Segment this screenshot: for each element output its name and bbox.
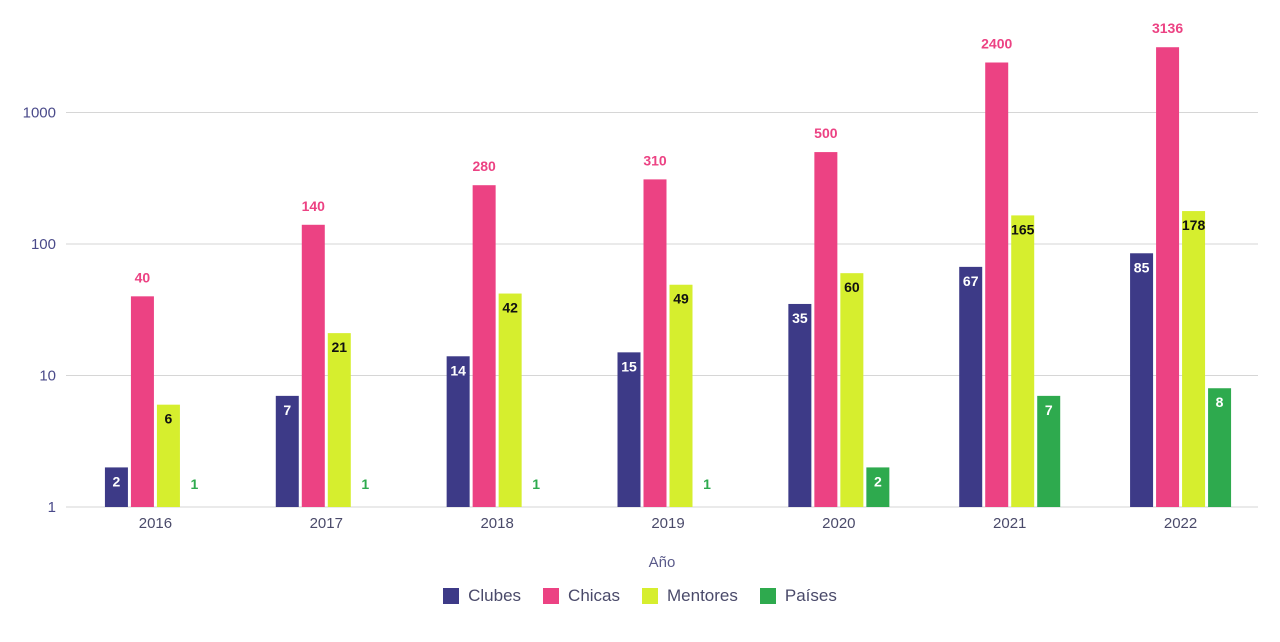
data-label: 1 [191, 476, 199, 492]
bar-mentores [498, 293, 522, 507]
legend-swatch [543, 588, 560, 604]
bar-mentores [1011, 215, 1035, 507]
legend-swatch [759, 588, 776, 604]
data-label: 3136 [1152, 20, 1183, 36]
data-label: 85 [1134, 259, 1150, 275]
data-label: 49 [673, 291, 689, 307]
bar-países [1037, 395, 1061, 507]
data-label: 7 [283, 402, 291, 418]
bar-clubes [959, 266, 983, 507]
data-label: 1 [532, 476, 540, 492]
legend-item-clubes[interactable]: Clubes [443, 586, 521, 606]
x-axis-ticks: 2016 2017 2018 2019 2020 2021 2022 [139, 515, 1198, 532]
bar-países [866, 467, 890, 507]
data-label: 15 [621, 358, 637, 374]
data-label: 2 [113, 473, 121, 489]
bar-chicas [985, 62, 1009, 507]
data-label: 21 [331, 339, 347, 355]
data-label: 2400 [981, 36, 1012, 52]
y-tick-label: 1000 [23, 105, 56, 122]
bar-clubes [617, 352, 641, 507]
x-tick-label: 2017 [310, 515, 343, 532]
data-label: 500 [814, 125, 838, 141]
data-label: 1 [361, 476, 369, 492]
legend-item-mentores[interactable]: Mentores [642, 586, 738, 606]
bar-mentores [669, 284, 693, 507]
bar-mentores [1182, 211, 1206, 507]
y-tick-label: 1 [48, 499, 56, 516]
bar-clubes [788, 303, 812, 507]
data-label: 140 [302, 198, 326, 214]
legend-label: Chicas [568, 586, 621, 605]
legend-label: Mentores [667, 586, 738, 605]
data-label: 165 [1011, 221, 1035, 237]
data-label: 60 [844, 279, 860, 295]
data-label: 8 [1216, 394, 1224, 410]
bar-mentores [840, 273, 864, 507]
legend: Clubes Chicas Mentores Países [0, 586, 1280, 606]
data-label: 310 [643, 152, 667, 168]
y-tick-label: 10 [39, 368, 56, 385]
legend-item-chicas[interactable]: Chicas [543, 586, 620, 606]
bar-mentores [327, 333, 351, 507]
bar-mentores [156, 404, 180, 507]
legend-swatch [443, 588, 460, 604]
bar-chicas [130, 296, 154, 507]
x-tick-label: 2016 [139, 515, 172, 532]
data-labels: 2 40 6 1 7 140 21 1 14 280 42 1 15 310 49 1 35 500 60 2 67 24… [113, 20, 1224, 492]
bar-chicas [301, 224, 325, 507]
x-tick-label: 2022 [1164, 515, 1197, 532]
legend-label: Países [784, 586, 837, 605]
bar-clubes [1130, 253, 1154, 507]
bar-chicas [1156, 47, 1180, 507]
bars [104, 47, 1232, 508]
data-label: 40 [135, 269, 151, 285]
x-axis-label: Año [649, 554, 676, 571]
x-tick-label: 2021 [993, 515, 1026, 532]
data-label: 67 [963, 273, 979, 289]
data-label: 35 [792, 310, 808, 326]
legend-item-países[interactable]: Países [759, 586, 837, 606]
bar-clubes [446, 356, 470, 507]
data-label: 7 [1045, 402, 1053, 418]
y-axis-ticks: 1 10 100 1000 [23, 105, 56, 517]
x-tick-label: 2018 [480, 515, 513, 532]
data-label: 14 [450, 362, 466, 378]
bar-países [1208, 388, 1232, 507]
data-label: 2 [874, 473, 882, 489]
bar-clubes [104, 467, 128, 507]
bar-chicas [814, 152, 838, 507]
data-label: 178 [1182, 217, 1206, 233]
legend-swatch [642, 588, 659, 604]
data-label: 6 [165, 411, 173, 427]
x-tick-label: 2020 [822, 515, 855, 532]
bar-chicas [643, 179, 667, 508]
data-label: 1 [703, 476, 711, 492]
y-tick-label: 100 [31, 236, 56, 253]
chart: 1 10 100 1000 2 40 6 1 7 140 21 1 14 280 42 1 15 310 49 1 3… [23, 20, 1258, 571]
x-tick-label: 2019 [651, 515, 684, 532]
bar-clubes [275, 395, 299, 507]
data-label: 42 [502, 300, 518, 316]
legend-label: Clubes [468, 586, 522, 605]
bar-chicas [472, 185, 496, 507]
data-label: 280 [472, 158, 496, 174]
